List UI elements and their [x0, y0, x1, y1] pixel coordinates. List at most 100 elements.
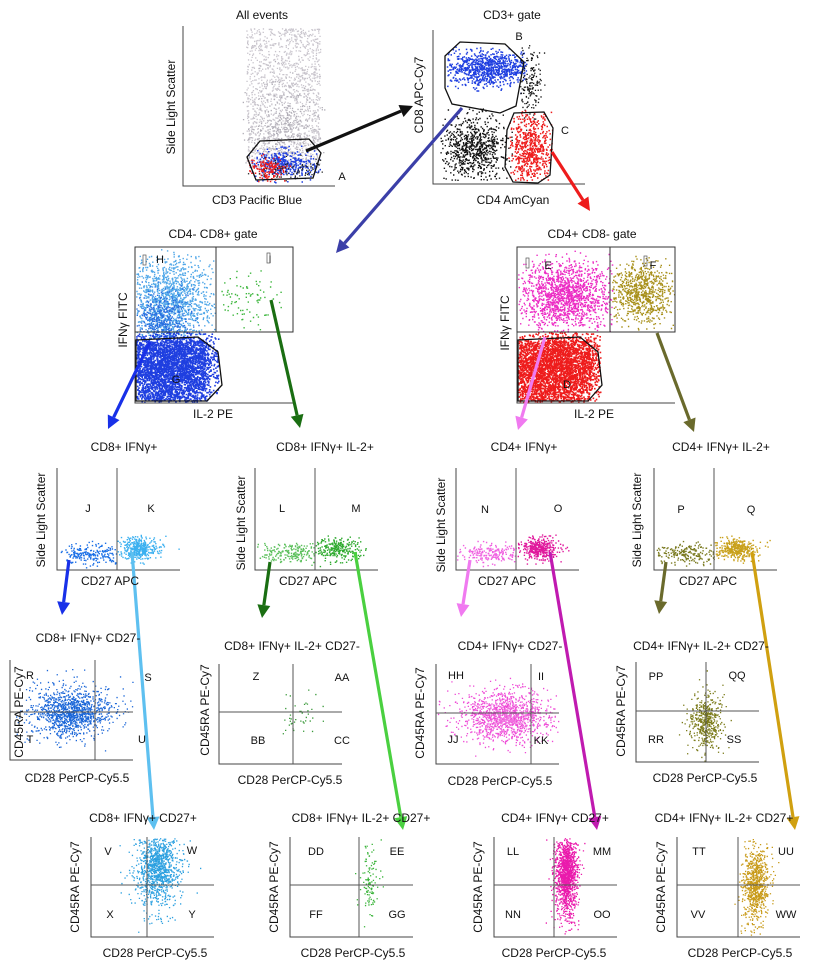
q1-dots-core	[35, 688, 103, 739]
q6-axes	[289, 837, 413, 938]
q3-title: CD4+ IFNγ+ CD27-	[458, 639, 563, 653]
cd8gate-midblue	[136, 280, 201, 342]
p8g-title: CD8+ IFNγ+	[91, 440, 158, 454]
p8g-axes	[56, 468, 180, 571]
q3-xlabel: CD28 PerCP-Cy5.5	[448, 774, 553, 788]
q6-gate-label-EE: EE	[390, 846, 405, 858]
q4-gate-label-RR: RR	[648, 734, 664, 746]
plot-frames	[9, 26, 800, 938]
arrow-K-to-q5	[130, 551, 160, 830]
cd4gate-gate-label-F: F	[650, 260, 657, 272]
q1-xlabel: CD28 PerCP-Cy5.5	[25, 771, 130, 785]
q7-gate-label-LL: LL	[507, 846, 519, 858]
arrow-B-to-cd8gate	[336, 106, 464, 253]
q5-gate-label-X: X	[106, 909, 114, 921]
p8g-xlabel: CD27 APC	[81, 574, 139, 588]
q5-title: CD8+ IFNγ+ CD27+	[89, 811, 197, 825]
cd4gate-gate-label-E: E	[544, 260, 551, 272]
gate-D	[517, 336, 603, 402]
q3-dots-core	[473, 692, 539, 738]
p4g-gate-label-N: N	[481, 504, 489, 516]
gate-C	[504, 111, 554, 184]
q1-gate-label-T: T	[27, 734, 34, 746]
arrow-M-to-q6	[353, 551, 408, 830]
gate-outlines	[134, 41, 676, 402]
cd3-blue	[446, 46, 528, 95]
q2-xlabel: CD28 PerCP-Cy5.5	[238, 773, 343, 787]
q8-dots-core	[744, 851, 766, 926]
arrow-Q-to-q8	[750, 551, 800, 830]
q6-xlabel: CD28 PerCP-Cy5.5	[301, 946, 406, 960]
cd3-xlabel: CD4 AmCyan	[477, 193, 550, 207]
cd8gate-marker-H	[142, 254, 147, 266]
p8gi-gate-label-M: M	[351, 503, 360, 515]
arrow-L-to-q2	[257, 561, 272, 618]
gate-F	[609, 246, 676, 333]
q6-ylabel: CD45RA PE-Cy7	[267, 841, 281, 933]
p4g-ylabel: Side Light Scatter	[434, 478, 448, 573]
q2-axes	[218, 664, 342, 765]
all-events-dense	[242, 60, 326, 176]
q4-xlabel: CD28 PerCP-Cy5.5	[653, 771, 758, 785]
q5-gate-label-V: V	[104, 846, 112, 858]
q2-title: CD8+ IFNγ+ IL-2+ CD27-	[224, 639, 360, 653]
q8-gate-label-UU: UU	[778, 846, 794, 858]
q2-gate-label-Z: Z	[253, 671, 260, 683]
q3-ylabel: CD45RA PE-Cy7	[413, 667, 427, 759]
cd4gate-marker-E	[525, 257, 530, 269]
q4-gate-label-PP: PP	[649, 671, 664, 683]
cd8gate-ylabel: IFNγ FITC	[116, 292, 130, 348]
q4-dots	[678, 670, 732, 762]
cd8gate-green	[221, 270, 282, 332]
p4g-gate-label-O: O	[554, 503, 563, 515]
p8g-gate-label-J: J	[85, 503, 91, 515]
arrow-N-to-q3	[456, 559, 472, 617]
q7-gate-label-NN: NN	[505, 909, 521, 921]
p8g-ylabel: Side Light Scatter	[34, 473, 48, 568]
arrow-I-to-cd8ifngil2	[269, 299, 304, 428]
cd8gate-marker-I	[266, 252, 271, 264]
q5-xlabel: CD28 PerCP-Cy5.5	[103, 946, 208, 960]
q1-ylabel: CD45RA PE-Cy7	[12, 666, 26, 758]
p8g-dots-left	[60, 540, 118, 569]
arrow-C-to-cd4gate	[550, 151, 590, 211]
p8gi-title: CD8+ IFNγ+ IL-2+	[276, 440, 374, 454]
q7-gate-label-OO: OO	[593, 909, 611, 921]
cd4gate-ylabel: IFNγ FITC	[498, 295, 512, 351]
p4g-title: CD4+ IFNγ+	[491, 440, 558, 454]
p8gi-dots-right	[315, 535, 367, 568]
q5-dots-core	[137, 838, 177, 920]
q8-ylabel: CD45RA PE-Cy7	[654, 841, 668, 933]
cd8gate-title: CD4- CD8+ gate	[168, 227, 257, 241]
p4gi-gate-label-Q: Q	[747, 504, 756, 516]
q6-dots	[355, 839, 384, 928]
cd3-black-lower	[440, 108, 513, 181]
p4gi-axes	[653, 468, 777, 571]
cd4gate-xlabel: IL-2 PE	[574, 407, 614, 421]
cd4gate-gate-label-D: D	[563, 379, 571, 391]
arrow-P-to-q4	[654, 561, 668, 614]
cd8gate-gate-label-G: G	[172, 374, 181, 386]
cd3-title: CD3+ gate	[483, 8, 541, 22]
all-events-dots	[246, 28, 322, 170]
q8-gate-label-TT: TT	[692, 846, 706, 858]
q4-title: CD4+ IFNγ+ IL-2+ CD27-	[633, 639, 769, 653]
q6-title: CD8+ IFNγ+ IL-2+ CD27+	[292, 811, 431, 825]
q1-axes	[9, 660, 133, 761]
all-events-red	[247, 153, 292, 183]
q5-axes	[90, 837, 214, 938]
q4-gate-label-QQ: QQ	[728, 670, 746, 682]
p8gi-gate-label-L: L	[279, 503, 285, 515]
arrow-O-to-q7	[548, 551, 602, 830]
p8gi-xlabel: CD27 APC	[279, 574, 337, 588]
q8-gate-label-WW: WW	[776, 909, 797, 921]
q6-gate-label-FF: FF	[309, 909, 323, 921]
q3-gate-label-JJ: JJ	[448, 734, 459, 746]
all-ylabel: Side Light Scatter	[164, 60, 178, 155]
q1-title: CD8+ IFNγ+ CD27-	[36, 631, 141, 645]
q3-gate-label-KK: KK	[534, 735, 549, 747]
p4gi-gate-label-P: P	[677, 504, 684, 516]
p4g-axes	[455, 468, 579, 571]
q2-gate-label-BB: BB	[251, 735, 266, 747]
